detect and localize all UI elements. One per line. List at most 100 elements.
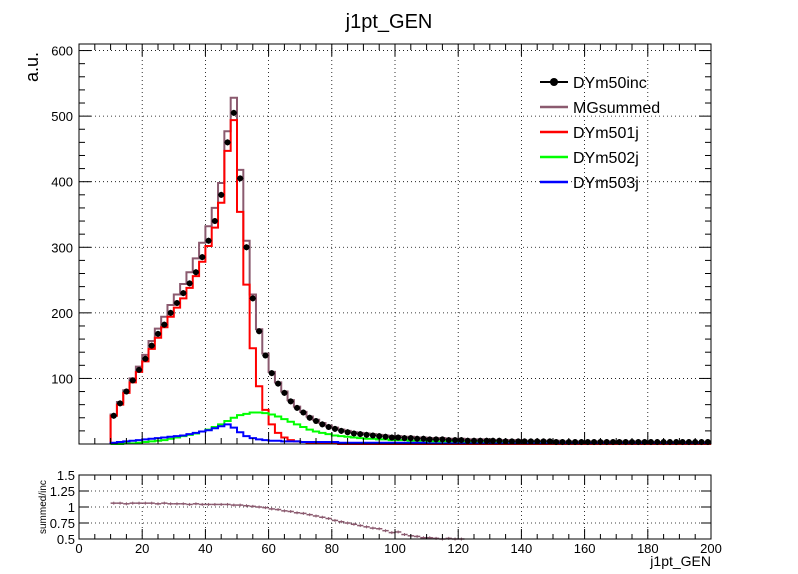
data-point <box>540 438 547 445</box>
x-tick-label: 60 <box>261 541 275 556</box>
data-point <box>262 352 269 359</box>
data-point <box>218 191 225 198</box>
x-tick-label: 40 <box>198 541 212 556</box>
data-point <box>142 355 149 362</box>
legend-marker <box>550 78 558 86</box>
x-axis-label: j1pt_GEN <box>649 553 711 569</box>
data-point <box>363 431 370 438</box>
data-point <box>192 269 199 276</box>
legend-item-DYm502j: DYm502j <box>540 150 639 167</box>
data-point <box>211 218 218 225</box>
data-point <box>256 328 263 335</box>
data-point <box>527 438 534 445</box>
data-point <box>237 175 244 182</box>
data-point <box>275 380 282 387</box>
data-point <box>496 437 503 444</box>
ratio-y-axis-label: summed/inc <box>38 480 49 534</box>
data-point <box>268 370 275 377</box>
data-point <box>464 437 471 444</box>
data-point <box>477 437 484 444</box>
data-point <box>445 437 452 444</box>
x-tick-label: 20 <box>135 541 149 556</box>
data-point <box>414 435 421 442</box>
legend-label: DYm501j <box>573 125 639 142</box>
data-point <box>376 433 383 440</box>
data-point <box>173 300 180 307</box>
data-point <box>325 423 332 430</box>
data-point <box>344 429 351 436</box>
y-tick-label: 600 <box>51 44 73 59</box>
legend-label: MGsummed <box>573 100 660 117</box>
x-tick-label: 120 <box>447 541 469 556</box>
data-point <box>338 427 345 434</box>
data-point <box>294 404 301 411</box>
y-tick-label: 400 <box>51 175 73 190</box>
data-point <box>350 430 357 437</box>
data-point <box>136 366 143 373</box>
data-point <box>249 295 256 302</box>
data-point <box>186 280 193 287</box>
ratio-y-tick-label: 1.5 <box>57 468 75 483</box>
data-point <box>433 436 440 443</box>
ratio-y-tick-label: 1 <box>68 500 75 515</box>
data-point <box>521 438 528 445</box>
upper-grid <box>79 44 711 444</box>
data-point <box>458 437 465 444</box>
data-point <box>230 109 237 116</box>
x-tick-label: 160 <box>574 541 596 556</box>
data-point <box>199 254 206 261</box>
legend-label: DYm50inc <box>573 75 647 92</box>
ratio-y-tick-label: 0.5 <box>57 532 75 547</box>
legend-label: DYm502j <box>573 150 639 167</box>
x-tick-label: 140 <box>511 541 533 556</box>
legend-label: DYm503j <box>573 175 639 192</box>
data-point <box>281 389 288 396</box>
data-point <box>155 330 161 337</box>
y-tick-label: 100 <box>51 371 73 386</box>
data-point <box>508 438 515 445</box>
data-point <box>167 309 174 316</box>
x-tick-label: 0 <box>75 541 82 556</box>
data-point <box>123 388 130 395</box>
data-point <box>420 435 427 442</box>
y-axis-label: a.u. <box>22 52 42 82</box>
legend-item-DYm501j: DYm501j <box>540 125 639 142</box>
data-point <box>148 342 155 349</box>
data-point <box>243 244 250 251</box>
ratio-grid <box>79 475 711 539</box>
data-point <box>483 437 490 444</box>
y-tick-label: 500 <box>51 109 73 124</box>
data-point <box>180 290 187 297</box>
chart-title: j1pt_GEN <box>345 11 433 33</box>
data-point <box>300 409 307 416</box>
x-tick-label: 100 <box>384 541 406 556</box>
x-tick-label: 80 <box>325 541 339 556</box>
data-point <box>357 431 364 438</box>
ratio-y-tick-label: 1.25 <box>50 484 75 499</box>
y-tick-label: 300 <box>51 240 73 255</box>
upper-axes: 100 200 300 400 500 600 <box>51 43 712 445</box>
series-DYm501j <box>109 119 711 445</box>
data-point <box>313 418 319 425</box>
data-point <box>161 321 168 328</box>
legend-item-DYm503j: DYm503j <box>540 175 639 192</box>
data-point <box>369 432 376 439</box>
data-point <box>205 237 212 244</box>
data-point <box>129 377 136 384</box>
data-point <box>287 398 294 405</box>
data-point <box>331 425 338 432</box>
x-tick-label: 180 <box>637 541 659 556</box>
data-point <box>224 139 231 146</box>
x-tick-label: 200 <box>700 541 722 556</box>
ratio-y-tick-label: 0.75 <box>50 516 75 531</box>
data-point <box>388 434 395 441</box>
data-point <box>515 438 522 445</box>
legend: DYm50inc MGsummed DYm501j DYm502j DYm503j <box>540 75 660 192</box>
data-point <box>489 437 496 444</box>
data-point <box>117 400 124 407</box>
data-point <box>401 435 408 442</box>
data-point <box>306 414 313 421</box>
data-point <box>395 434 402 441</box>
